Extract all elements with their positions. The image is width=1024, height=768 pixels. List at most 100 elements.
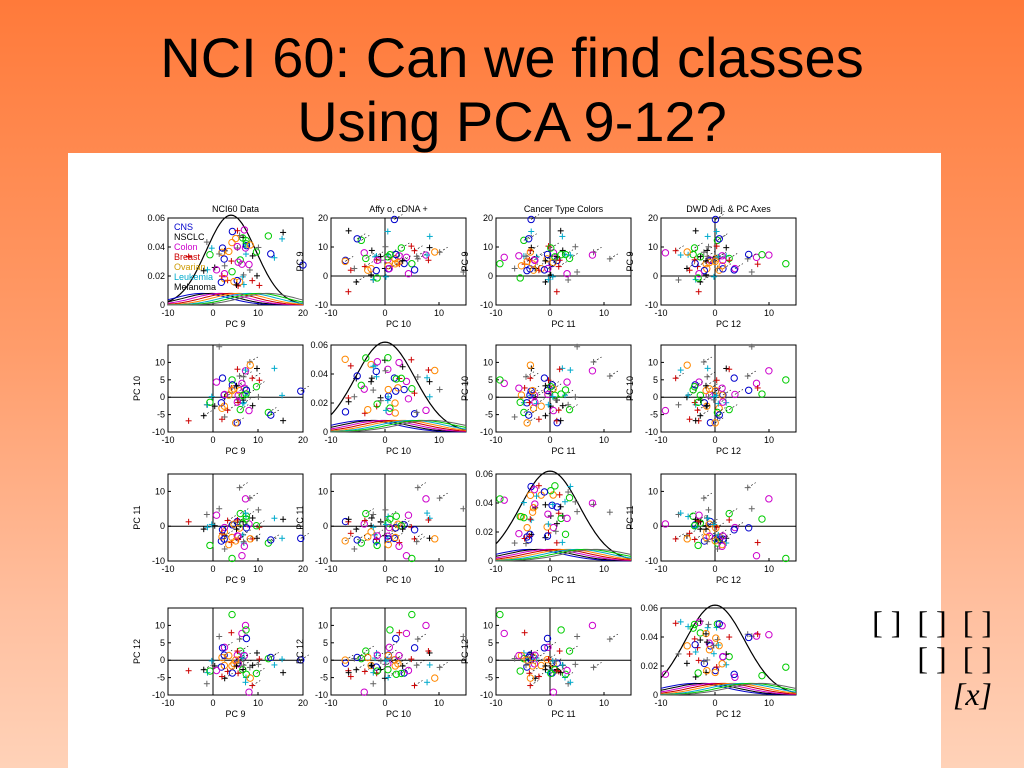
subplot-frame (330, 217, 467, 306)
data-point-circle (397, 244, 406, 252)
pair-connector (534, 658, 543, 665)
data-point-circle (217, 663, 226, 671)
pair-connector (387, 672, 397, 678)
pair-connector (356, 523, 365, 530)
data-point-circle (373, 256, 382, 265)
y-tick-label: -5 (157, 673, 165, 683)
data-point-circle (690, 522, 699, 530)
pair-connector (236, 660, 245, 667)
y-tick-label: 0 (160, 521, 165, 531)
x-tick-label: 0 (210, 435, 215, 445)
data-point-circle (357, 381, 365, 390)
data-point-circle (239, 665, 247, 674)
x-tick-label: 10 (434, 308, 444, 318)
pair-connector (525, 251, 535, 257)
class-density-curve (495, 548, 632, 561)
data-point-circle (341, 355, 349, 363)
data-point-circle (384, 540, 392, 549)
pair-connector (388, 649, 397, 656)
pair-connector (709, 254, 718, 260)
data-point-circle (516, 398, 524, 406)
pair-connector (694, 254, 703, 261)
data-point-circle (523, 419, 531, 427)
subplot-frame (660, 344, 797, 433)
data-point-circle (397, 669, 406, 678)
y-tick-label: 10 (483, 242, 493, 252)
data-point-circle (551, 665, 559, 674)
data-point-circle (267, 653, 275, 662)
data-point-circle (391, 533, 399, 542)
x-tick-label: 20 (298, 308, 308, 318)
data-point-circle (730, 526, 738, 534)
data-point-circle (364, 533, 372, 541)
pair-connector (675, 533, 684, 540)
y-tick-label: 0 (653, 690, 658, 700)
data-point-circle (543, 255, 551, 263)
legend-entry: Colon (174, 242, 198, 252)
data-point-circle (408, 384, 416, 393)
data-point-circle (225, 540, 233, 549)
data-point-circle (234, 258, 242, 266)
x-tick-label: 0 (382, 308, 387, 318)
data-point-circle (690, 244, 699, 252)
data-point-circle (782, 663, 790, 671)
pair-connector (356, 276, 365, 283)
y-tick-label: -5 (157, 410, 165, 420)
x-tick-label: -10 (324, 564, 337, 574)
x-tick-label: -10 (489, 435, 502, 445)
pair-connector (240, 645, 249, 652)
pair-connector (237, 397, 247, 403)
subplot-frame (660, 473, 797, 562)
data-point-circle (547, 382, 555, 391)
pair-connector (703, 356, 713, 363)
pair-connector (569, 404, 578, 410)
data-point-circle (744, 386, 753, 394)
x-tick-label: 10 (253, 564, 263, 574)
y-tick-label: -5 (485, 673, 493, 683)
y-tick-label: 0 (653, 521, 658, 531)
data-point-circle (515, 651, 523, 660)
data-point-circle (563, 378, 571, 386)
x-tick-label: 0 (712, 308, 717, 318)
data-point-circle (362, 354, 370, 362)
pair-connector (717, 537, 726, 544)
data-point-circle (549, 688, 558, 696)
data-point-circle (242, 241, 251, 250)
data-point-circle (563, 514, 571, 523)
x-tick-label: 0 (382, 698, 387, 708)
pair-connector (703, 492, 713, 499)
pair-connector (416, 251, 425, 257)
pair-connector (388, 263, 397, 270)
y-tick-label: 0.06 (147, 213, 165, 223)
data-point-circle (267, 250, 275, 258)
x-axis-label: PC 11 (551, 709, 575, 719)
x-tick-label: 0 (210, 564, 215, 574)
class-density-curve (661, 682, 797, 696)
pair-connector (417, 633, 426, 640)
data-point-circle (267, 536, 275, 544)
y-axis-label: PC 12 (460, 639, 470, 664)
data-point-circle (690, 382, 699, 391)
data-point-circle (357, 236, 365, 245)
y-tick-label: 0.02 (640, 661, 658, 671)
data-point-circle (691, 521, 699, 529)
class-density-curve (660, 682, 797, 695)
pair-connector (224, 533, 233, 540)
data-point-circle (744, 633, 753, 642)
data-point-circle (392, 375, 400, 383)
y-tick-label: 10 (648, 486, 658, 496)
pair-connector (545, 255, 554, 262)
subplot-frame (660, 607, 797, 696)
data-point-circle (712, 634, 720, 642)
x-axis-label: PC 10 (386, 446, 411, 456)
y-tick-label: 10 (648, 357, 658, 367)
y-tick-label: 5 (160, 638, 165, 648)
data-point-circle (231, 234, 240, 243)
data-point-circle (391, 409, 399, 417)
data-point-circle (241, 495, 250, 503)
pair-connector (593, 356, 602, 363)
data-point-circle (373, 541, 381, 550)
data-point-circle (220, 390, 229, 399)
pair-connector (700, 523, 709, 530)
y-tick-label: -10 (152, 690, 165, 700)
